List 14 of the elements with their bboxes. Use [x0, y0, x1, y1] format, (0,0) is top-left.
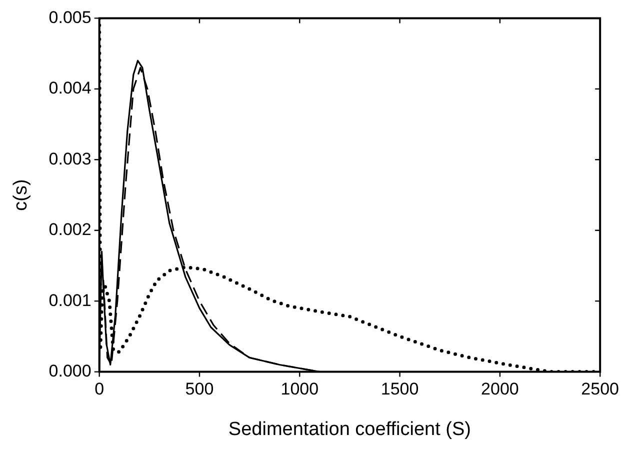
y-tick-label: 0.005 [48, 8, 92, 27]
x-axis-title: Sedimentation coefficient (S) [228, 418, 471, 440]
x-tick-label: 2000 [481, 380, 519, 399]
y-tick-label: 0.001 [48, 290, 92, 310]
x-tick-label: 0 [94, 380, 104, 399]
x-tick-label: 1500 [380, 380, 419, 399]
y-tick-label: 0.004 [48, 78, 92, 98]
x-tick-label: 2500 [581, 380, 620, 399]
y-tick-label: 0.002 [48, 220, 92, 240]
y-tick-label: 0.000 [48, 361, 92, 380]
x-tick-label: 1000 [280, 380, 319, 399]
x-tick-label: 500 [185, 380, 214, 399]
y-tick-label: 0.003 [48, 149, 92, 168]
y-axis-title: c(s) [10, 179, 32, 211]
